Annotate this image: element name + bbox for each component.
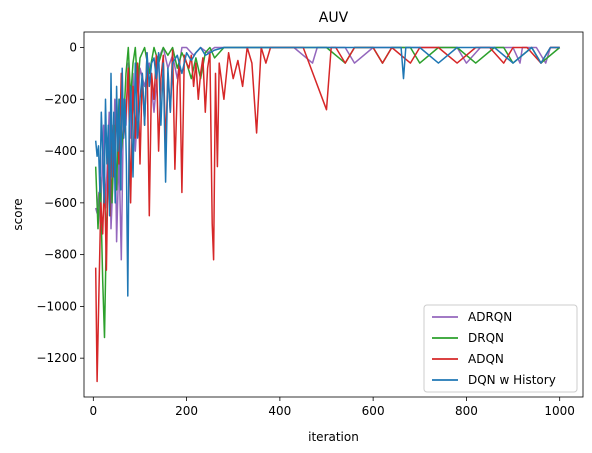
x-tick-label: 600 bbox=[362, 404, 385, 418]
y-tick-label: 0 bbox=[69, 41, 77, 55]
y-axis-ticks: 0 −200 −400 −600 −800 −1000 −1200 bbox=[36, 41, 84, 365]
x-tick-label: 400 bbox=[268, 404, 291, 418]
x-tick-label: 800 bbox=[455, 404, 478, 418]
y-tick-label: −200 bbox=[44, 92, 77, 106]
x-tick-label: 0 bbox=[90, 404, 98, 418]
legend-box bbox=[423, 304, 578, 393]
x-tick-label: 200 bbox=[175, 404, 198, 418]
plot-lines bbox=[94, 46, 561, 383]
y-tick-label: −1000 bbox=[36, 299, 77, 313]
plot-frame bbox=[83, 31, 584, 398]
y-tick-label: −600 bbox=[44, 196, 77, 210]
y-tick-label: −1200 bbox=[36, 351, 77, 365]
legend-label: DQN w History bbox=[468, 373, 556, 387]
y-tick-label: −800 bbox=[44, 248, 77, 262]
y-tick-label: −400 bbox=[44, 144, 77, 158]
x-axis-ticks: 0 200 400 600 800 1000 bbox=[90, 397, 575, 418]
legend: ADRQN DRQN ADQN DQN w History bbox=[423, 304, 578, 393]
legend-label: ADRQN bbox=[468, 310, 512, 324]
x-tick-label: 1000 bbox=[544, 404, 575, 418]
chart-title: AUV bbox=[319, 10, 349, 26]
series-line-dqn-w-history bbox=[94, 46, 560, 297]
legend-label: DRQN bbox=[468, 331, 504, 345]
y-axis-label: score bbox=[11, 198, 25, 230]
legend-label: ADQN bbox=[468, 352, 504, 366]
x-axis-label: iteration bbox=[308, 430, 359, 444]
